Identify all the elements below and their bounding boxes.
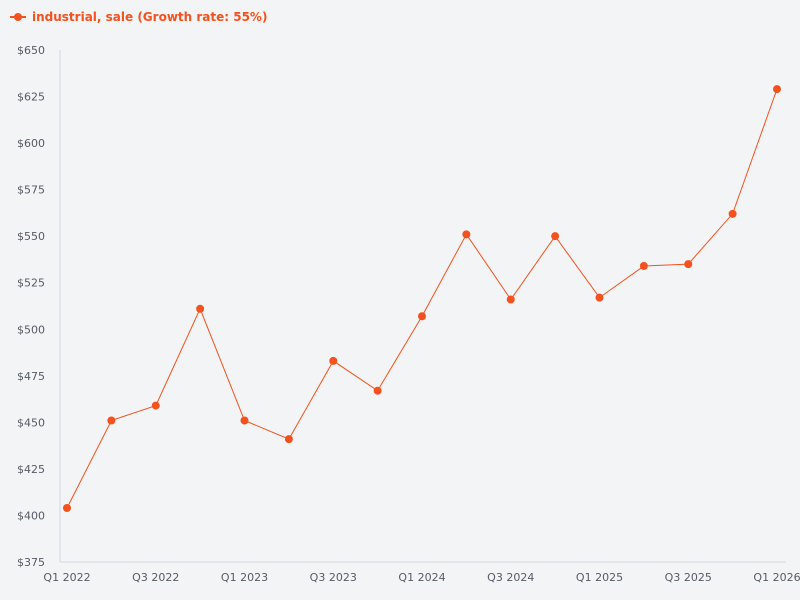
- x-tick-label: Q3 2022: [132, 571, 179, 584]
- y-tick-label: $400: [17, 509, 45, 522]
- data-point[interactable]: [107, 416, 116, 425]
- data-point[interactable]: [551, 232, 560, 241]
- y-tick-label: $425: [17, 463, 45, 476]
- data-point[interactable]: [639, 261, 648, 270]
- x-tick-label: Q1 2023: [221, 571, 268, 584]
- data-point[interactable]: [773, 85, 781, 94]
- x-axis: Q1 2022 Q3 2022 Q1 2023 Q3 2023 Q1 2024 Q3 20…: [43, 561, 800, 584]
- x-tick-label: Q1 2026: [753, 571, 800, 584]
- x-tick-label: Q1 2025: [576, 571, 623, 584]
- series-layer: [63, 85, 781, 513]
- data-point[interactable]: [728, 209, 737, 218]
- y-tick-label: $375: [17, 556, 45, 569]
- y-tick-label: $575: [17, 184, 45, 197]
- y-axis: $375 $400 $425 $450 $475 $500 $525 $550 $575 $600…: [17, 44, 61, 569]
- data-point[interactable]: [462, 230, 471, 239]
- x-tick-label: Q3 2024: [487, 571, 534, 584]
- y-tick-label: $650: [17, 44, 45, 57]
- legend[interactable]: industrial, sale (Growth rate: 55%): [10, 8, 267, 26]
- y-tick-label: $625: [17, 91, 45, 104]
- data-point[interactable]: [284, 435, 293, 444]
- x-tick-label: Q3 2025: [665, 571, 712, 584]
- data-point[interactable]: [329, 356, 338, 365]
- x-tick-label: Q1 2024: [398, 571, 445, 584]
- data-point[interactable]: [684, 260, 693, 269]
- y-tick-label: $600: [17, 137, 45, 150]
- data-point[interactable]: [151, 401, 160, 410]
- data-point[interactable]: [373, 386, 382, 395]
- legend-series-label: industrial, sale (Growth rate: 55%): [32, 10, 268, 24]
- legend-series-marker-icon: [10, 8, 26, 26]
- y-tick-label: $475: [17, 370, 45, 383]
- series-line: [66, 88, 778, 509]
- data-point[interactable]: [240, 416, 249, 425]
- y-tick-label: $450: [17, 416, 45, 429]
- data-point[interactable]: [595, 293, 604, 302]
- x-tick-label: Q1 2022: [43, 571, 90, 584]
- data-point[interactable]: [63, 504, 71, 513]
- data-point[interactable]: [418, 312, 426, 321]
- y-tick-label: $550: [17, 230, 45, 243]
- y-tick-label: $525: [17, 277, 45, 290]
- y-tick-label: $500: [17, 323, 45, 336]
- data-point[interactable]: [506, 295, 515, 304]
- data-point[interactable]: [196, 304, 205, 313]
- x-tick-label: Q3 2023: [310, 571, 357, 584]
